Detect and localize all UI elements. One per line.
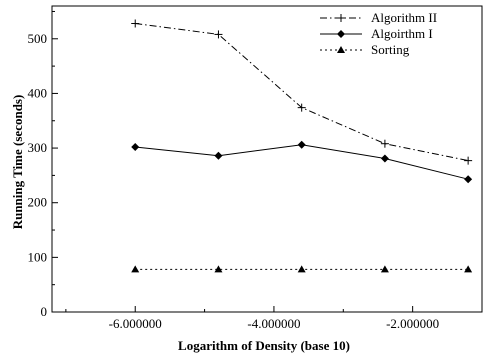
x-tick-label: -2.000000	[386, 316, 439, 331]
series-layer	[131, 19, 473, 273]
series-line	[135, 23, 469, 162]
plot-frame	[51, 5, 483, 313]
y-tick-label: 200	[28, 195, 48, 210]
diamond-marker	[380, 154, 389, 163]
series-2	[131, 140, 473, 184]
triangle-marker	[337, 46, 345, 53]
diamond-marker	[464, 175, 473, 184]
legend-label: Algoirthm I	[371, 26, 433, 41]
plus-marker	[464, 156, 473, 165]
diamond-marker	[131, 142, 140, 151]
y-axis-title: Running Time (seconds)	[10, 95, 25, 230]
series-1	[131, 19, 473, 165]
x-tick-label: -6.000000	[109, 316, 162, 331]
plus-marker	[380, 139, 389, 148]
plus-marker	[297, 103, 306, 112]
y-tick-label: 100	[28, 249, 48, 264]
diamond-marker	[214, 151, 223, 160]
triangle-marker	[380, 265, 389, 273]
triangle-marker	[214, 265, 223, 273]
legend-entry: Sorting	[320, 42, 410, 57]
y-tick-label: 300	[28, 140, 48, 155]
y-tick-label: 400	[28, 85, 48, 100]
plus-marker	[337, 14, 345, 22]
legend-entry: Algorithm II	[320, 10, 437, 25]
triangle-marker	[297, 265, 306, 273]
triangle-marker	[464, 265, 473, 273]
legend-label: Algorithm II	[371, 10, 437, 25]
x-tick-label: -4.000000	[247, 316, 300, 331]
plus-marker	[214, 30, 223, 39]
y-tick-label: 0	[41, 304, 48, 319]
triangle-marker	[131, 265, 140, 273]
legend-entry: Algoirthm I	[320, 26, 433, 41]
plus-marker	[131, 19, 140, 28]
diamond-marker	[337, 30, 345, 38]
legend-label: Sorting	[371, 42, 410, 57]
diamond-marker	[297, 140, 306, 149]
series-3	[131, 265, 473, 273]
y-tick-label: 500	[28, 31, 48, 46]
axes: 0 100 200 300 400 500 -6.000000 -4.000000 -2.000…	[28, 5, 483, 331]
x-axis-title: Logarithm of Density (base 10)	[178, 338, 350, 353]
